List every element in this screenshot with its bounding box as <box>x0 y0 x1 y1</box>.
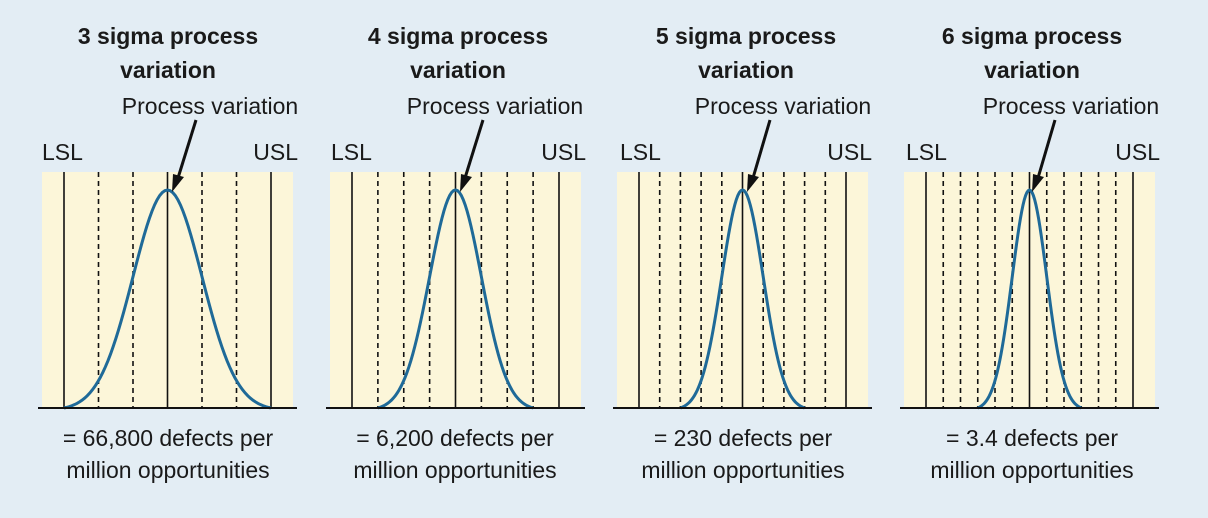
panel-title-line2: variation <box>410 57 506 83</box>
lsl-label: LSL <box>42 139 83 165</box>
panel-title-line2: variation <box>120 57 216 83</box>
defects-rate-line2: million opportunities <box>66 457 269 483</box>
panel-5-sigma: 5 sigma process variation Process variat… <box>613 23 872 483</box>
panel-title-line1: 4 sigma process <box>368 23 548 49</box>
lsl-label: LSL <box>906 139 947 165</box>
lsl-label: LSL <box>620 139 661 165</box>
sigma-gridlines <box>925 172 1134 408</box>
distribution-curve <box>63 188 272 410</box>
panel-title-line2: variation <box>984 57 1080 83</box>
panel-6-sigma: 6 sigma process variation Process variat… <box>900 23 1160 483</box>
callout-arrow <box>172 119 198 192</box>
distribution-curve <box>977 188 1082 410</box>
defects-rate-line1: = 230 defects per <box>654 425 833 451</box>
panel-4-sigma: 4 sigma process variation Process variat… <box>326 23 586 483</box>
defects-rate-line2: million opportunities <box>930 457 1133 483</box>
defects-rate-line1: = 66,800 defects per <box>63 425 274 451</box>
panel-title-line1: 5 sigma process <box>656 23 836 49</box>
usl-label: USL <box>827 139 872 165</box>
usl-label: USL <box>541 139 586 165</box>
process-variation-label: Process variation <box>983 93 1159 119</box>
process-variation-label: Process variation <box>407 93 583 119</box>
panel-title-line2: variation <box>698 57 794 83</box>
sigma-gridlines <box>638 172 847 408</box>
callout-arrow <box>747 119 772 192</box>
defects-rate-line2: million opportunities <box>353 457 556 483</box>
usl-label: USL <box>253 139 298 165</box>
callout-arrow <box>1032 119 1057 192</box>
process-variation-label: Process variation <box>695 93 871 119</box>
panel-title-line1: 3 sigma process <box>78 23 258 49</box>
sigma-gridlines <box>63 172 272 408</box>
defects-rate-line2: million opportunities <box>641 457 844 483</box>
usl-label: USL <box>1115 139 1160 165</box>
process-variation-label: Process variation <box>122 93 298 119</box>
panel-3-sigma: 3 sigma process variation Process variat… <box>38 23 298 483</box>
distribution-curve <box>679 188 806 410</box>
sigma-gridlines <box>351 172 560 408</box>
callout-arrow <box>460 119 485 192</box>
defects-rate-line1: = 3.4 defects per <box>946 425 1118 451</box>
defects-rate-line1: = 6,200 defects per <box>356 425 554 451</box>
lsl-label: LSL <box>331 139 372 165</box>
distribution-curve <box>377 188 534 410</box>
panel-title-line1: 6 sigma process <box>942 23 1122 49</box>
